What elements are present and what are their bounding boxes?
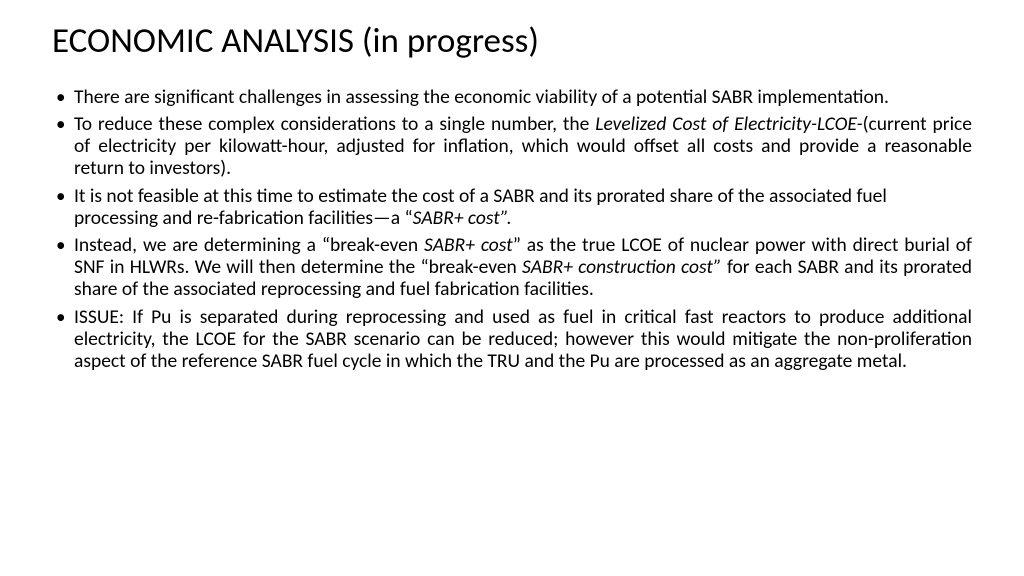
bullet-text: To reduce these complex considerations t… xyxy=(74,112,595,136)
title-light: (in progress) xyxy=(354,20,539,62)
bullet-em: SABR+ cost xyxy=(424,233,513,257)
bullet-item: To reduce these complex considerations t… xyxy=(52,114,972,179)
bullet-list: There are significant challenges in asse… xyxy=(52,87,972,373)
slide-title: ECONOMIC ANALYSIS (in progress) xyxy=(52,22,972,61)
bullet-em: SABR+ construction cost” xyxy=(522,255,722,279)
bullet-item: ISSUE: If Pu is separated during reproce… xyxy=(52,307,972,372)
bullet-text: Instead, we are determining a “break-eve… xyxy=(74,233,424,257)
title-bold: ECONOMIC ANALYSIS xyxy=(52,20,354,62)
bullet-text: ISSUE: If Pu is separated during reproce… xyxy=(74,305,972,373)
bullet-item: It is not feasible at this time to estim… xyxy=(52,186,972,230)
bullet-em: SABR+ cost”. xyxy=(413,206,512,230)
bullet-em: Levelized Cost of Electricity-LCOE- xyxy=(595,112,862,136)
slide: ECONOMIC ANALYSIS (in progress) There ar… xyxy=(0,0,1024,576)
bullet-item: There are significant challenges in asse… xyxy=(52,87,972,109)
bullet-item: Instead, we are determining a “break-eve… xyxy=(52,235,972,300)
bullet-text: There are significant challenges in asse… xyxy=(74,85,889,109)
